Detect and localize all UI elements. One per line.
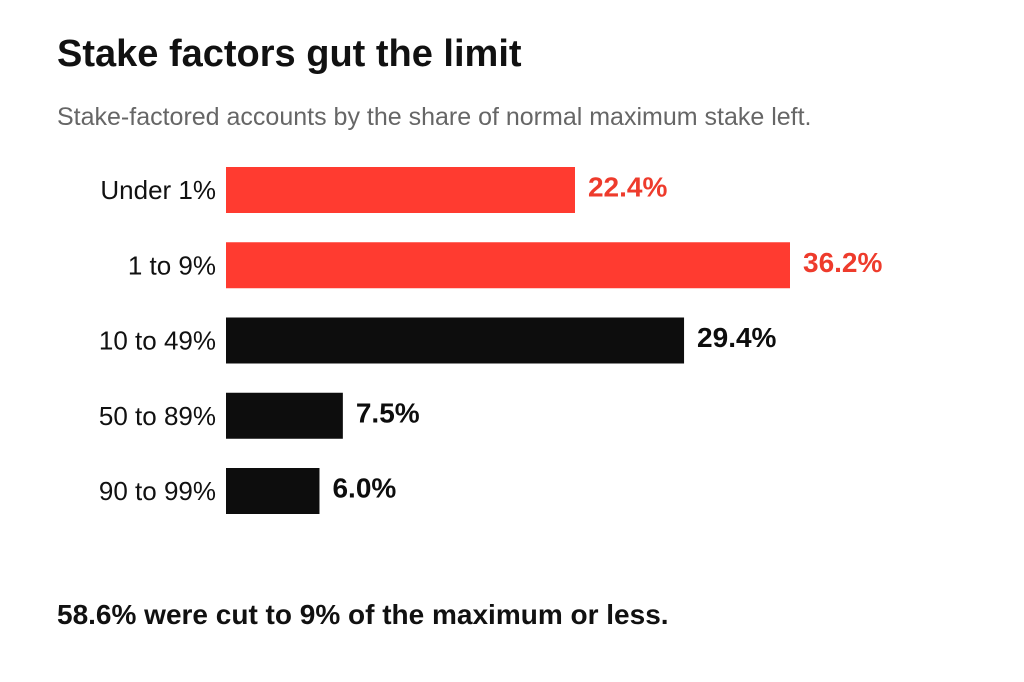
bar [226, 317, 685, 364]
value-label: 36.2% [803, 247, 882, 278]
category-label: 90 to 99% [99, 476, 216, 506]
chart-subtitle: Stake-factored accounts by the share of … [57, 103, 812, 131]
category-label: 1 to 9% [128, 250, 216, 280]
value-label: 6.0% [332, 473, 396, 504]
bar [226, 392, 343, 439]
bar [226, 242, 790, 289]
category-label: 10 to 49% [99, 326, 216, 356]
bar-chart: Under 1% 22.4% 1 to 9% 36.2% 10 to 49% 29.4% 5… [99, 167, 882, 514]
chart-footnote: 58.6% were cut to 9% of the maximum or l… [57, 599, 669, 630]
bar [226, 167, 575, 213]
chart-title: Stake factors gut the limit [57, 33, 522, 75]
bar [226, 468, 320, 514]
value-label: 22.4% [588, 172, 667, 203]
category-label: Under 1% [100, 175, 216, 205]
category-label: 50 to 89% [99, 401, 216, 431]
value-label: 7.5% [356, 397, 420, 428]
value-label: 29.4% [697, 322, 776, 353]
